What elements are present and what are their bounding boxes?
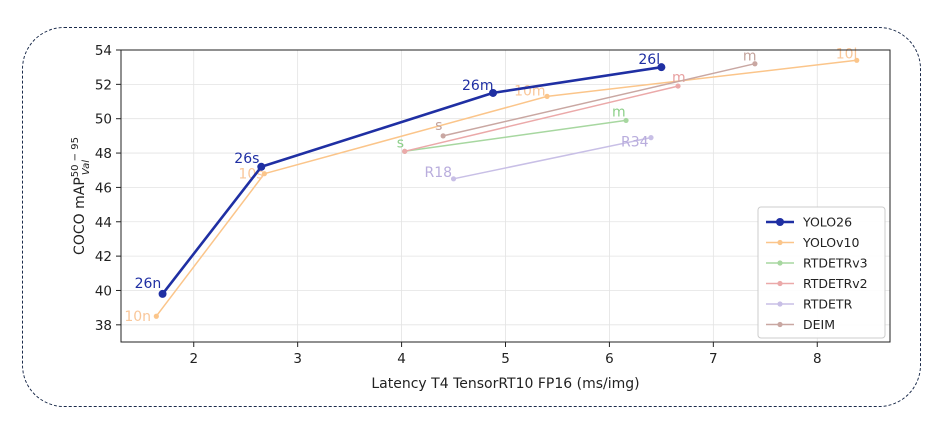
- legend-marker: [777, 301, 783, 307]
- y-tick-label: 40: [95, 283, 112, 299]
- point-label: 26l: [638, 52, 660, 68]
- x-tick-label: 4: [397, 351, 406, 367]
- data-point: [261, 171, 268, 177]
- data-point: [675, 83, 681, 89]
- y-tick-label: 52: [95, 77, 112, 93]
- legend-item-deim: DEIM: [766, 317, 835, 332]
- data-point: [257, 162, 266, 171]
- legend-item-rtdetrv3: RTDETRv3: [766, 256, 868, 271]
- legend-item-yolov10: YOLOv10: [766, 235, 859, 250]
- x-tick-label: 5: [501, 351, 510, 367]
- series-line: [155, 59, 857, 317]
- data-point: [544, 93, 550, 99]
- data-point: [752, 61, 758, 67]
- point-label: 26s: [234, 151, 259, 167]
- point-label: 10n: [124, 309, 151, 325]
- legend-marker: [777, 239, 783, 246]
- point-label: m: [743, 49, 757, 65]
- legend-item-rtdetrv2: RTDETRv2: [766, 276, 868, 291]
- x-axis-label: Latency T4 TensorRT10 FP16 (ms/img): [371, 376, 639, 392]
- point-label: 10l: [836, 46, 858, 62]
- series-line: [442, 62, 756, 137]
- legend-marker: [777, 280, 783, 287]
- series-line: [453, 136, 652, 180]
- y-tick-label: 42: [95, 249, 112, 265]
- x-tick-label: 7: [709, 351, 718, 367]
- data-point: [450, 176, 457, 182]
- data-point: [158, 289, 167, 298]
- point-label: 26m: [462, 78, 493, 94]
- y-tick-label: 48: [95, 146, 112, 162]
- y-axis-label: COCO mAP50 − 95Val: [70, 137, 92, 255]
- y-tick-label: 50: [95, 112, 112, 128]
- legend-label: RTDETR: [803, 297, 853, 312]
- data-point: [489, 88, 498, 97]
- legend-marker: [777, 321, 783, 328]
- legend-marker: [777, 260, 783, 266]
- x-tick-label: 2: [189, 351, 198, 367]
- legend: YOLO26 YOLOv10 RTDETRv3 RTDETRv2 RTDETR DEIM: [757, 206, 886, 339]
- legend-label: RTDETRv2: [803, 276, 868, 291]
- series-yolo26: 26n 26s 26m 26l: [135, 52, 666, 298]
- point-label: s: [397, 135, 404, 151]
- data-point: [153, 313, 159, 319]
- data-point: [657, 63, 666, 72]
- legend-label: YOLO26: [802, 215, 852, 230]
- series-line: [161, 65, 662, 295]
- data-point: [854, 57, 860, 63]
- legend-label: RTDETRv3: [803, 256, 868, 271]
- legend-label: DEIM: [803, 317, 835, 332]
- y-tick-label: 54: [95, 43, 112, 59]
- legend-item-rtdetr: RTDETR: [766, 297, 853, 312]
- series-line: [404, 85, 679, 153]
- series-rtdetrv2: m: [402, 70, 686, 154]
- data-point: [402, 148, 408, 154]
- point-label: m: [612, 104, 626, 120]
- data-point: [623, 117, 629, 124]
- data-point: [648, 135, 654, 141]
- x-tick-label: 6: [605, 351, 614, 367]
- series-rtdetr: R18 R34: [425, 135, 654, 182]
- y-tick-label: 44: [95, 215, 112, 231]
- legend-item-yolo26: YOLO26: [766, 215, 852, 230]
- point-label: R34: [621, 135, 649, 151]
- legend-label: YOLOv10: [802, 235, 859, 250]
- point-label: 26n: [135, 276, 162, 292]
- y-tick-label: 46: [95, 180, 112, 196]
- data-point: [440, 133, 446, 139]
- series-line: [404, 119, 627, 153]
- axes-frame: [120, 49, 891, 343]
- dashed-frame: [22, 27, 921, 407]
- x-tick-label: 3: [293, 351, 302, 367]
- x-tick-label: 8: [813, 351, 822, 367]
- point-label: R18: [425, 165, 453, 181]
- legend-marker: [776, 218, 784, 226]
- point-label: s: [435, 118, 442, 134]
- y-tick-label: 38: [95, 318, 112, 334]
- legend-box: [757, 206, 886, 339]
- series-deim: sm: [435, 49, 758, 139]
- point-label: m: [672, 70, 686, 86]
